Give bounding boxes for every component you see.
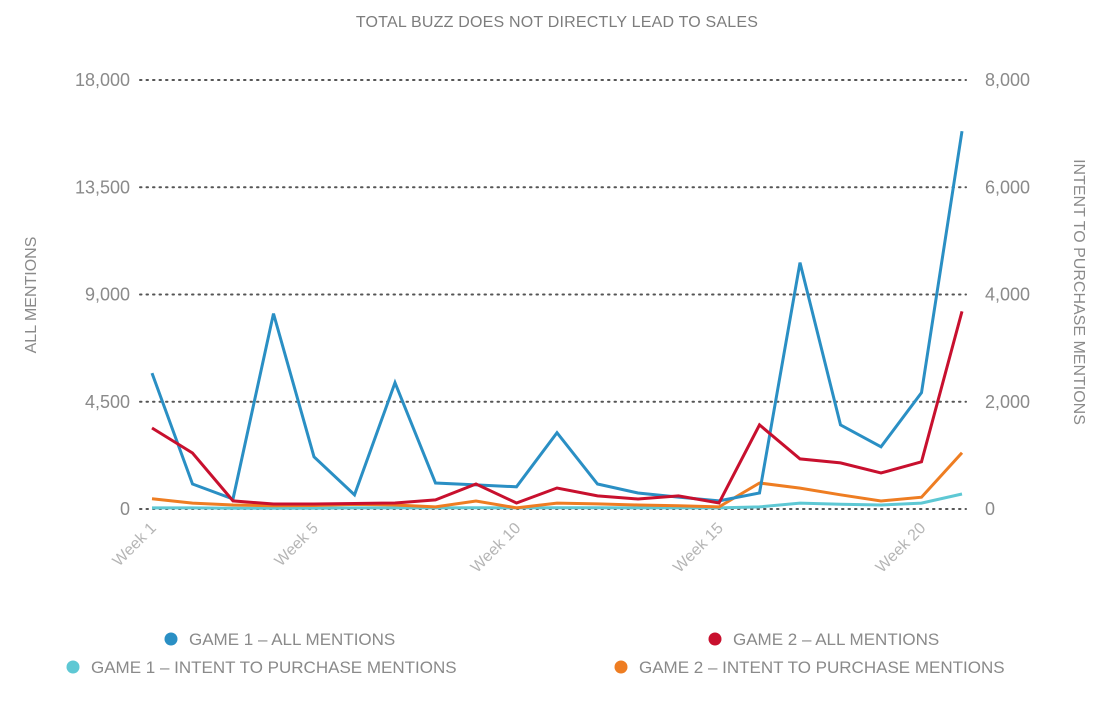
right-y-axis: 0 2,000 4,000 6,000 8,000 (985, 70, 1030, 519)
legend-marker-icon (708, 632, 722, 646)
y-tick-label: 18,000 (75, 70, 130, 90)
legend-item: GAME 1 – INTENT TO PURCHASE MENTIONS (66, 658, 457, 677)
left-axis-label: ALL MENTIONS (23, 237, 40, 354)
legend-label: GAME 1 – ALL MENTIONS (189, 630, 395, 649)
x-tick-label: Week 15 (670, 520, 727, 577)
y-tick-label: 9,000 (85, 285, 130, 305)
y2-tick-label: 6,000 (985, 177, 1030, 197)
legend-label: GAME 1 – INTENT TO PURCHASE MENTIONS (91, 658, 457, 677)
legend-marker-icon (66, 660, 80, 674)
y2-tick-label: 0 (985, 499, 995, 519)
y-tick-label: 0 (120, 499, 130, 519)
y2-tick-label: 2,000 (985, 392, 1030, 412)
legend-marker-icon (164, 632, 178, 646)
x-tick-label: Week 10 (468, 520, 525, 577)
x-tick-label: Week 20 (873, 520, 930, 577)
x-axis: Week 1 Week 5 Week 10 Week 15 Week 20 (110, 520, 930, 577)
y2-tick-label: 4,000 (985, 285, 1030, 305)
y2-tick-label: 8,000 (985, 70, 1030, 90)
legend-marker-icon (614, 660, 628, 674)
series-line-2 (151, 311, 964, 506)
legend: GAME 1 – ALL MENTIONS GAME 2 – ALL MENTIO… (66, 630, 1005, 677)
left-y-axis: 0 4,500 9,000 13,500 18,000 (75, 70, 130, 519)
gridlines (139, 79, 967, 510)
legend-item: GAME 2 – INTENT TO PURCHASE MENTIONS (614, 658, 1005, 677)
legend-item: GAME 1 – ALL MENTIONS (164, 630, 395, 649)
chart-title: TOTAL BUZZ DOES NOT DIRECTLY LEAD TO SAL… (356, 14, 758, 31)
right-axis-label: INTENT TO PURCHASE MENTIONS (1070, 159, 1087, 425)
x-tick-label: Week 1 (110, 520, 160, 570)
y-tick-label: 4,500 (85, 392, 130, 412)
x-tick-label: Week 5 (272, 520, 322, 570)
legend-label: GAME 2 – ALL MENTIONS (733, 630, 939, 649)
legend-item: GAME 2 – ALL MENTIONS (708, 630, 939, 649)
y-tick-label: 13,500 (75, 177, 130, 197)
series-line-4 (151, 451, 964, 510)
series-lines (150, 130, 964, 510)
legend-label: GAME 2 – INTENT TO PURCHASE MENTIONS (639, 658, 1005, 677)
